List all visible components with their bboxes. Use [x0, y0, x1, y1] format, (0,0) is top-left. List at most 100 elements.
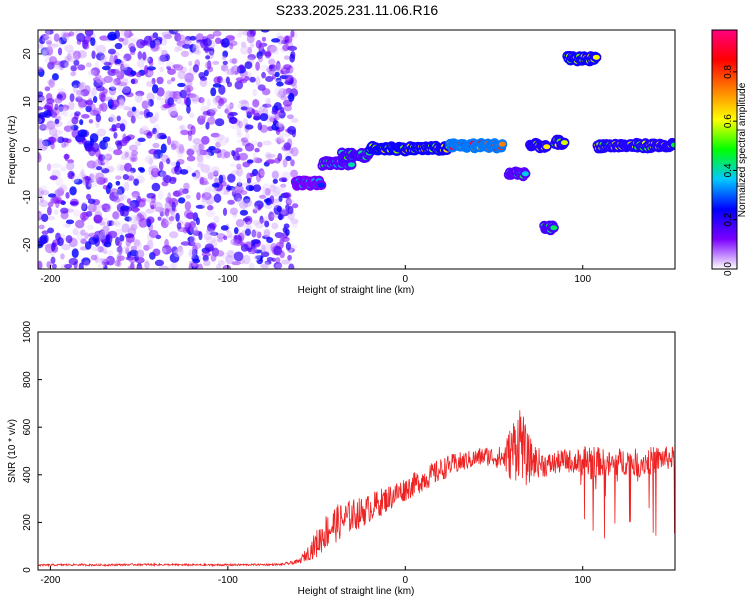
heatmap-noise-cell — [283, 223, 290, 229]
heatmap-noise-cell — [197, 263, 204, 269]
heatmap-noise-cell — [244, 142, 255, 152]
heatmap-noise-cell — [275, 77, 282, 83]
heatmap-noise-cell — [235, 147, 243, 153]
snr-y-tick-label: 200 — [22, 514, 33, 531]
heatmap-noise-cell — [86, 224, 94, 231]
heatmap-noise-cell — [257, 256, 263, 262]
heatmap-noise-cell — [275, 32, 283, 39]
heatmap-noise-cell — [168, 216, 175, 222]
heatmap-noise-cell — [103, 265, 108, 269]
heatmap-noise-cell — [180, 241, 191, 246]
heatmap-noise-cell — [100, 54, 107, 64]
heatmap-noise-cell — [192, 137, 202, 145]
heatmap-noise-cell — [113, 149, 123, 156]
heatmap-noise-cell — [203, 232, 212, 240]
heatmap-noise-cell — [252, 116, 261, 121]
heatmap-noise-cell — [282, 192, 292, 199]
heatmap-noise-cell — [198, 143, 205, 152]
heatmap-noise-cell — [109, 127, 118, 132]
heatmap-noise-cell — [85, 62, 92, 68]
heatmap-noise-cell — [255, 39, 262, 49]
heatmap-noise-cell — [166, 158, 171, 165]
heatmap-noise-cell — [187, 212, 195, 220]
heatmap-noise-cell — [276, 137, 282, 145]
heatmap-noise-cell — [116, 115, 121, 122]
heatmap-noise-cell — [177, 245, 183, 253]
heatmap-noise-cell — [116, 163, 125, 172]
heatmap-noise-cell — [227, 173, 236, 183]
heatmap-noise-cell — [64, 263, 73, 269]
heatmap-noise-cell — [120, 194, 128, 200]
heatmap-noise-cell — [113, 188, 123, 198]
heatmap-noise-cell — [120, 63, 125, 72]
heatmap-noise-cell — [195, 204, 205, 209]
heatmap-noise-cell — [196, 49, 201, 56]
heatmap-noise-cell — [114, 228, 125, 235]
heatmap-noise-cell — [154, 111, 160, 122]
heatmap-noise-cell — [78, 262, 84, 269]
heatmap-noise-cell — [108, 220, 115, 226]
heatmap-noise-cell — [149, 40, 156, 49]
heatmap-noise-cell — [116, 71, 125, 80]
heatmap-noise-cell — [105, 141, 111, 149]
heatmap-noise-cell — [109, 115, 118, 124]
heatmap-noise-cell — [76, 32, 86, 43]
heatmap-noise-cell — [260, 30, 270, 33]
heatmap-feature-cell — [348, 162, 356, 168]
heatmap-noise-cell — [268, 64, 275, 70]
heatmap-noise-cell — [191, 172, 197, 177]
heatmap-noise-cell — [114, 42, 123, 50]
heatmap-noise-cell — [67, 55, 77, 62]
heatmap-noise-cell — [246, 159, 254, 164]
heatmap-noise-cell — [124, 216, 132, 222]
heatmap-y-tick-label: 20 — [22, 48, 33, 60]
heatmap-noise-cell — [145, 208, 155, 214]
heatmap-noise-cell — [168, 231, 179, 239]
heatmap-noise-cell — [92, 77, 101, 83]
heatmap-noise-cell — [126, 198, 132, 204]
heatmap-noise-cell — [114, 58, 122, 65]
heatmap-noise-cell — [291, 220, 298, 229]
heatmap-noise-cell — [89, 133, 99, 143]
heatmap-noise-cell — [124, 151, 129, 158]
heatmap-noise-cell — [88, 236, 98, 245]
heatmap-feature-cell — [550, 225, 558, 231]
heatmap-noise-cell — [231, 65, 240, 76]
heatmap-noise-cell — [258, 55, 263, 63]
heatmap-marks — [38, 30, 675, 269]
heatmap-noise-cell — [187, 236, 195, 243]
heatmap-noise-cell — [117, 81, 128, 87]
heatmap-noise-cell — [285, 242, 292, 251]
heatmap-noise-cell — [103, 61, 112, 66]
heatmap-noise-cell — [187, 131, 193, 142]
heatmap-noise-cell — [136, 249, 145, 259]
heatmap-noise-cell — [91, 50, 96, 60]
heatmap-noise-cell — [65, 219, 75, 225]
heatmap-noise-cell — [286, 199, 295, 204]
heatmap-noise-cell — [55, 177, 64, 187]
heatmap-noise-cell — [287, 45, 298, 51]
heatmap-noise-cell — [131, 193, 139, 200]
heatmap-noise-cell — [120, 155, 127, 160]
heatmap-noise-cell — [214, 177, 219, 185]
heatmap-noise-cell — [151, 165, 158, 172]
heatmap-noise-cell — [99, 139, 109, 150]
heatmap-noise-cell — [175, 247, 185, 256]
heatmap-noise-cell — [189, 235, 196, 245]
heatmap-y-tick-label: 10 — [22, 96, 33, 108]
heatmap-noise-cell — [100, 161, 105, 166]
heatmap-noise-cell — [184, 201, 192, 211]
heatmap-noise-cell — [210, 166, 220, 176]
colorbar-tick-label: 0.4 — [723, 163, 734, 177]
heatmap-noise-cell — [281, 259, 291, 265]
heatmap-noise-cell — [148, 60, 154, 67]
heatmap-noise-cell — [185, 194, 191, 199]
heatmap-noise-cell — [69, 124, 74, 133]
heatmap-noise-cell — [186, 86, 191, 97]
heatmap-noise-cell — [256, 204, 262, 211]
heatmap-noise-cell — [180, 124, 186, 130]
heatmap-noise-cell — [196, 192, 201, 201]
heatmap-noise-cell — [222, 50, 229, 58]
heatmap-x-tick-label: 0 — [403, 274, 409, 285]
